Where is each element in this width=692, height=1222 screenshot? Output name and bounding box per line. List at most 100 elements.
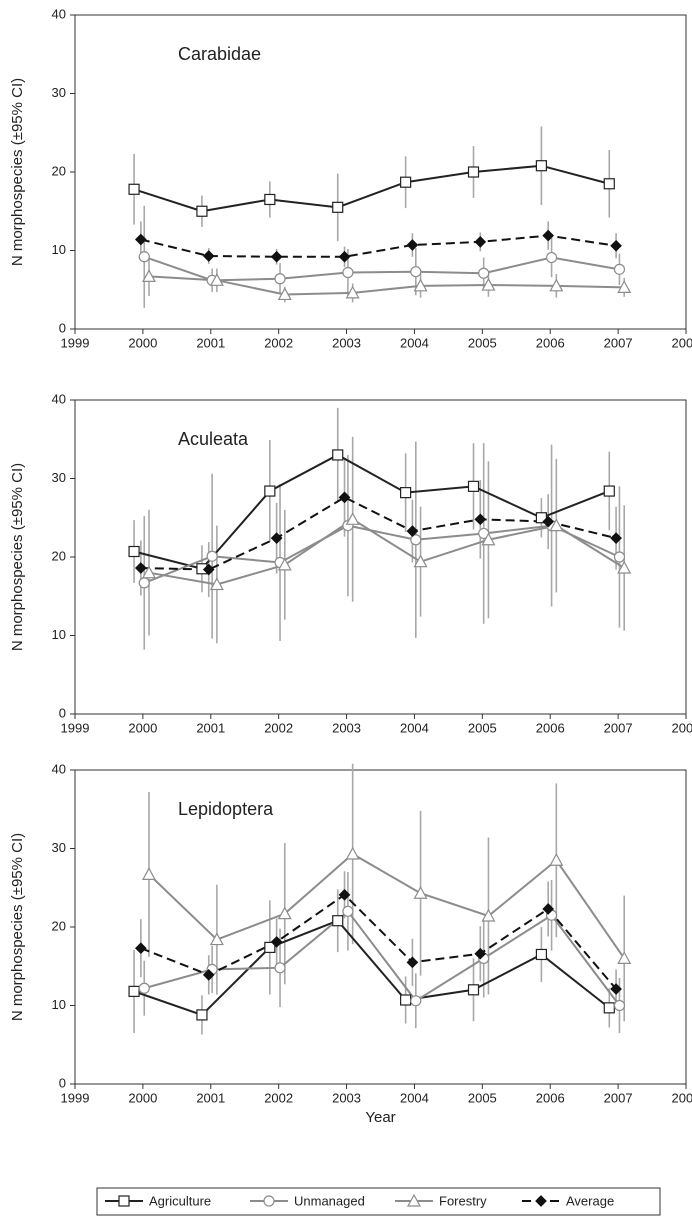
y-tick-label: 20 (52, 163, 66, 178)
marker (413, 554, 428, 568)
marker (274, 273, 286, 285)
x-tick-label: 2003 (332, 720, 361, 735)
marker (264, 193, 276, 206)
marker (138, 251, 150, 263)
marker (542, 903, 555, 915)
marker (338, 888, 351, 901)
marker (542, 229, 555, 242)
marker (617, 951, 632, 965)
x-tick-label: 2003 (332, 335, 361, 350)
marker (345, 285, 360, 299)
series-line (148, 852, 626, 959)
x-tick-label: 2006 (536, 1090, 565, 1105)
marker (617, 280, 632, 293)
x-tick-label: 2002 (264, 335, 293, 350)
y-tick-label: 0 (59, 320, 66, 335)
marker (138, 577, 150, 589)
marker (481, 908, 496, 922)
marker (202, 563, 215, 576)
marker (406, 956, 419, 969)
legend-label: Unmanaged (294, 1193, 365, 1208)
y-tick-label: 10 (52, 627, 66, 642)
x-tick-label: 2002 (264, 1090, 293, 1105)
marker (400, 176, 412, 188)
marker (613, 263, 626, 275)
x-tick-label: 1999 (61, 720, 90, 735)
marker (610, 983, 622, 995)
legend-label: Agriculture (149, 1193, 211, 1208)
marker (549, 518, 564, 532)
marker (467, 166, 480, 178)
legend-label: Forestry (439, 1193, 487, 1208)
marker (342, 905, 354, 917)
marker (613, 551, 626, 563)
marker (196, 205, 208, 217)
y-tick-label: 20 (52, 918, 66, 933)
y-tick-label: 40 (52, 761, 66, 776)
y-tick-label: 0 (59, 1075, 66, 1090)
marker (338, 491, 351, 504)
marker (332, 915, 344, 927)
y-tick-label: 10 (52, 997, 66, 1012)
x-tick-label: 2005 (468, 720, 497, 735)
marker (406, 525, 419, 537)
marker (610, 239, 622, 252)
y-tick-label: 10 (52, 242, 66, 257)
marker (478, 267, 490, 279)
marker (141, 565, 157, 579)
x-tick-label: 2000 (128, 720, 157, 735)
marker (345, 512, 360, 525)
marker (474, 513, 487, 526)
chart-title: Carabidae (178, 44, 261, 64)
x-axis-title: Year (365, 1109, 395, 1126)
marker (345, 846, 360, 860)
legend-box (96, 1187, 661, 1216)
marker (141, 269, 157, 283)
marker (549, 278, 564, 292)
plot-area (74, 769, 687, 1085)
legend-marker (535, 1195, 547, 1207)
marker (474, 947, 487, 960)
marker (549, 853, 564, 866)
y-tick-label: 40 (52, 6, 66, 21)
marker (277, 906, 292, 920)
marker (338, 250, 351, 263)
series-line (143, 255, 620, 282)
chart-title: Aculeata (178, 429, 249, 449)
x-tick-label: 2004 (400, 1090, 429, 1105)
marker (410, 534, 422, 546)
x-tick-label: 2006 (536, 335, 565, 350)
marker (270, 532, 283, 545)
chart-title: Lepidoptera (178, 799, 274, 819)
x-tick-label: 2000 (128, 1090, 157, 1105)
marker (128, 183, 140, 195)
x-tick-label: 2008 (672, 335, 692, 350)
series-line (133, 919, 610, 1017)
marker (406, 239, 419, 251)
marker (467, 984, 480, 996)
legend-marker (263, 1195, 275, 1207)
marker (138, 982, 150, 994)
marker (274, 962, 286, 974)
series-line (148, 275, 625, 296)
x-tick-label: 2007 (604, 335, 633, 350)
marker (202, 250, 215, 262)
marker (209, 577, 224, 591)
marker (413, 278, 428, 292)
marker (474, 236, 487, 248)
x-tick-label: 2000 (128, 335, 157, 350)
marker (128, 545, 140, 558)
x-tick-label: 2004 (400, 335, 429, 350)
series-line (133, 164, 610, 213)
marker (545, 251, 558, 264)
plot-area (74, 399, 687, 715)
y-axis-title: N morphospecies (±95% CI) (9, 463, 26, 651)
series-line (140, 893, 617, 990)
marker (535, 948, 547, 961)
series-line (143, 524, 620, 584)
series-line (143, 909, 621, 1007)
x-tick-label: 2005 (468, 1090, 497, 1105)
marker (542, 515, 555, 528)
marker (135, 233, 147, 246)
marker (535, 160, 547, 172)
